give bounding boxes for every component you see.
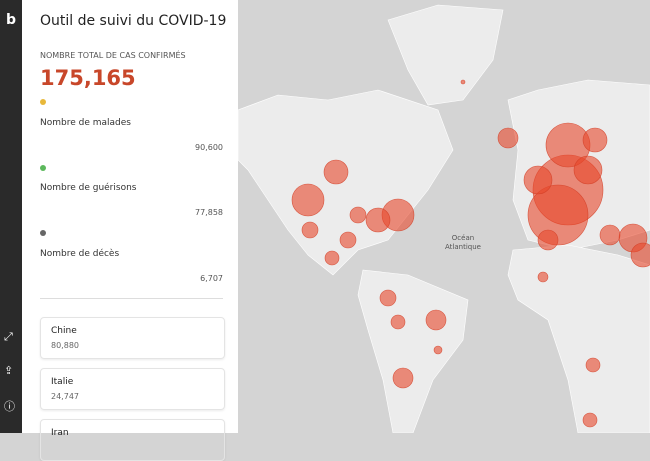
total-value: 175,165 [40, 66, 136, 90]
share-icon[interactable]: ⇪ [4, 364, 14, 377]
country-value: 24,747 [51, 392, 79, 401]
map[interactable]: Océan Atlantique [238, 0, 650, 433]
panel: Outil de suivi du COVID-19 NOMBRE TOTAL … [22, 0, 238, 461]
country-card[interactable]: Italie 24,747 [40, 368, 225, 410]
recovered-dot [40, 165, 46, 171]
expand-icon[interactable]: ⤢ [4, 330, 13, 343]
total-label: NOMBRE TOTAL DE CAS CONFIRMÉS [40, 51, 186, 60]
country-name: Italie [51, 377, 74, 387]
stat-label: Nombre de décès [40, 249, 120, 259]
country-value: 80,880 [51, 341, 79, 350]
stat-value: 6,707 [200, 274, 223, 283]
country-card[interactable]: Chine 80,880 [40, 317, 225, 359]
bing-logo[interactable]: b [6, 12, 17, 28]
country-name: Iran [51, 428, 69, 438]
country-name: Chine [51, 326, 77, 336]
death-dot [40, 230, 46, 236]
stat-value: 77,858 [195, 208, 223, 217]
divider [40, 298, 223, 299]
info-icon[interactable]: ⓘ [4, 400, 15, 413]
stat-label: Nombre de guérisons [40, 183, 137, 193]
case-bubbles [291, 79, 650, 428]
ocean-label: Océan [452, 234, 474, 242]
country-card[interactable]: Iran [40, 419, 225, 461]
stat-label: Nombre de malades [40, 118, 131, 128]
sidebar: b ⤢ ⇪ ⓘ [0, 0, 22, 433]
title: Outil de suivi du COVID-19 [40, 13, 227, 29]
stat-value: 90,600 [195, 143, 223, 152]
ocean-label: Atlantique [445, 243, 481, 251]
sick-dot [40, 99, 46, 105]
